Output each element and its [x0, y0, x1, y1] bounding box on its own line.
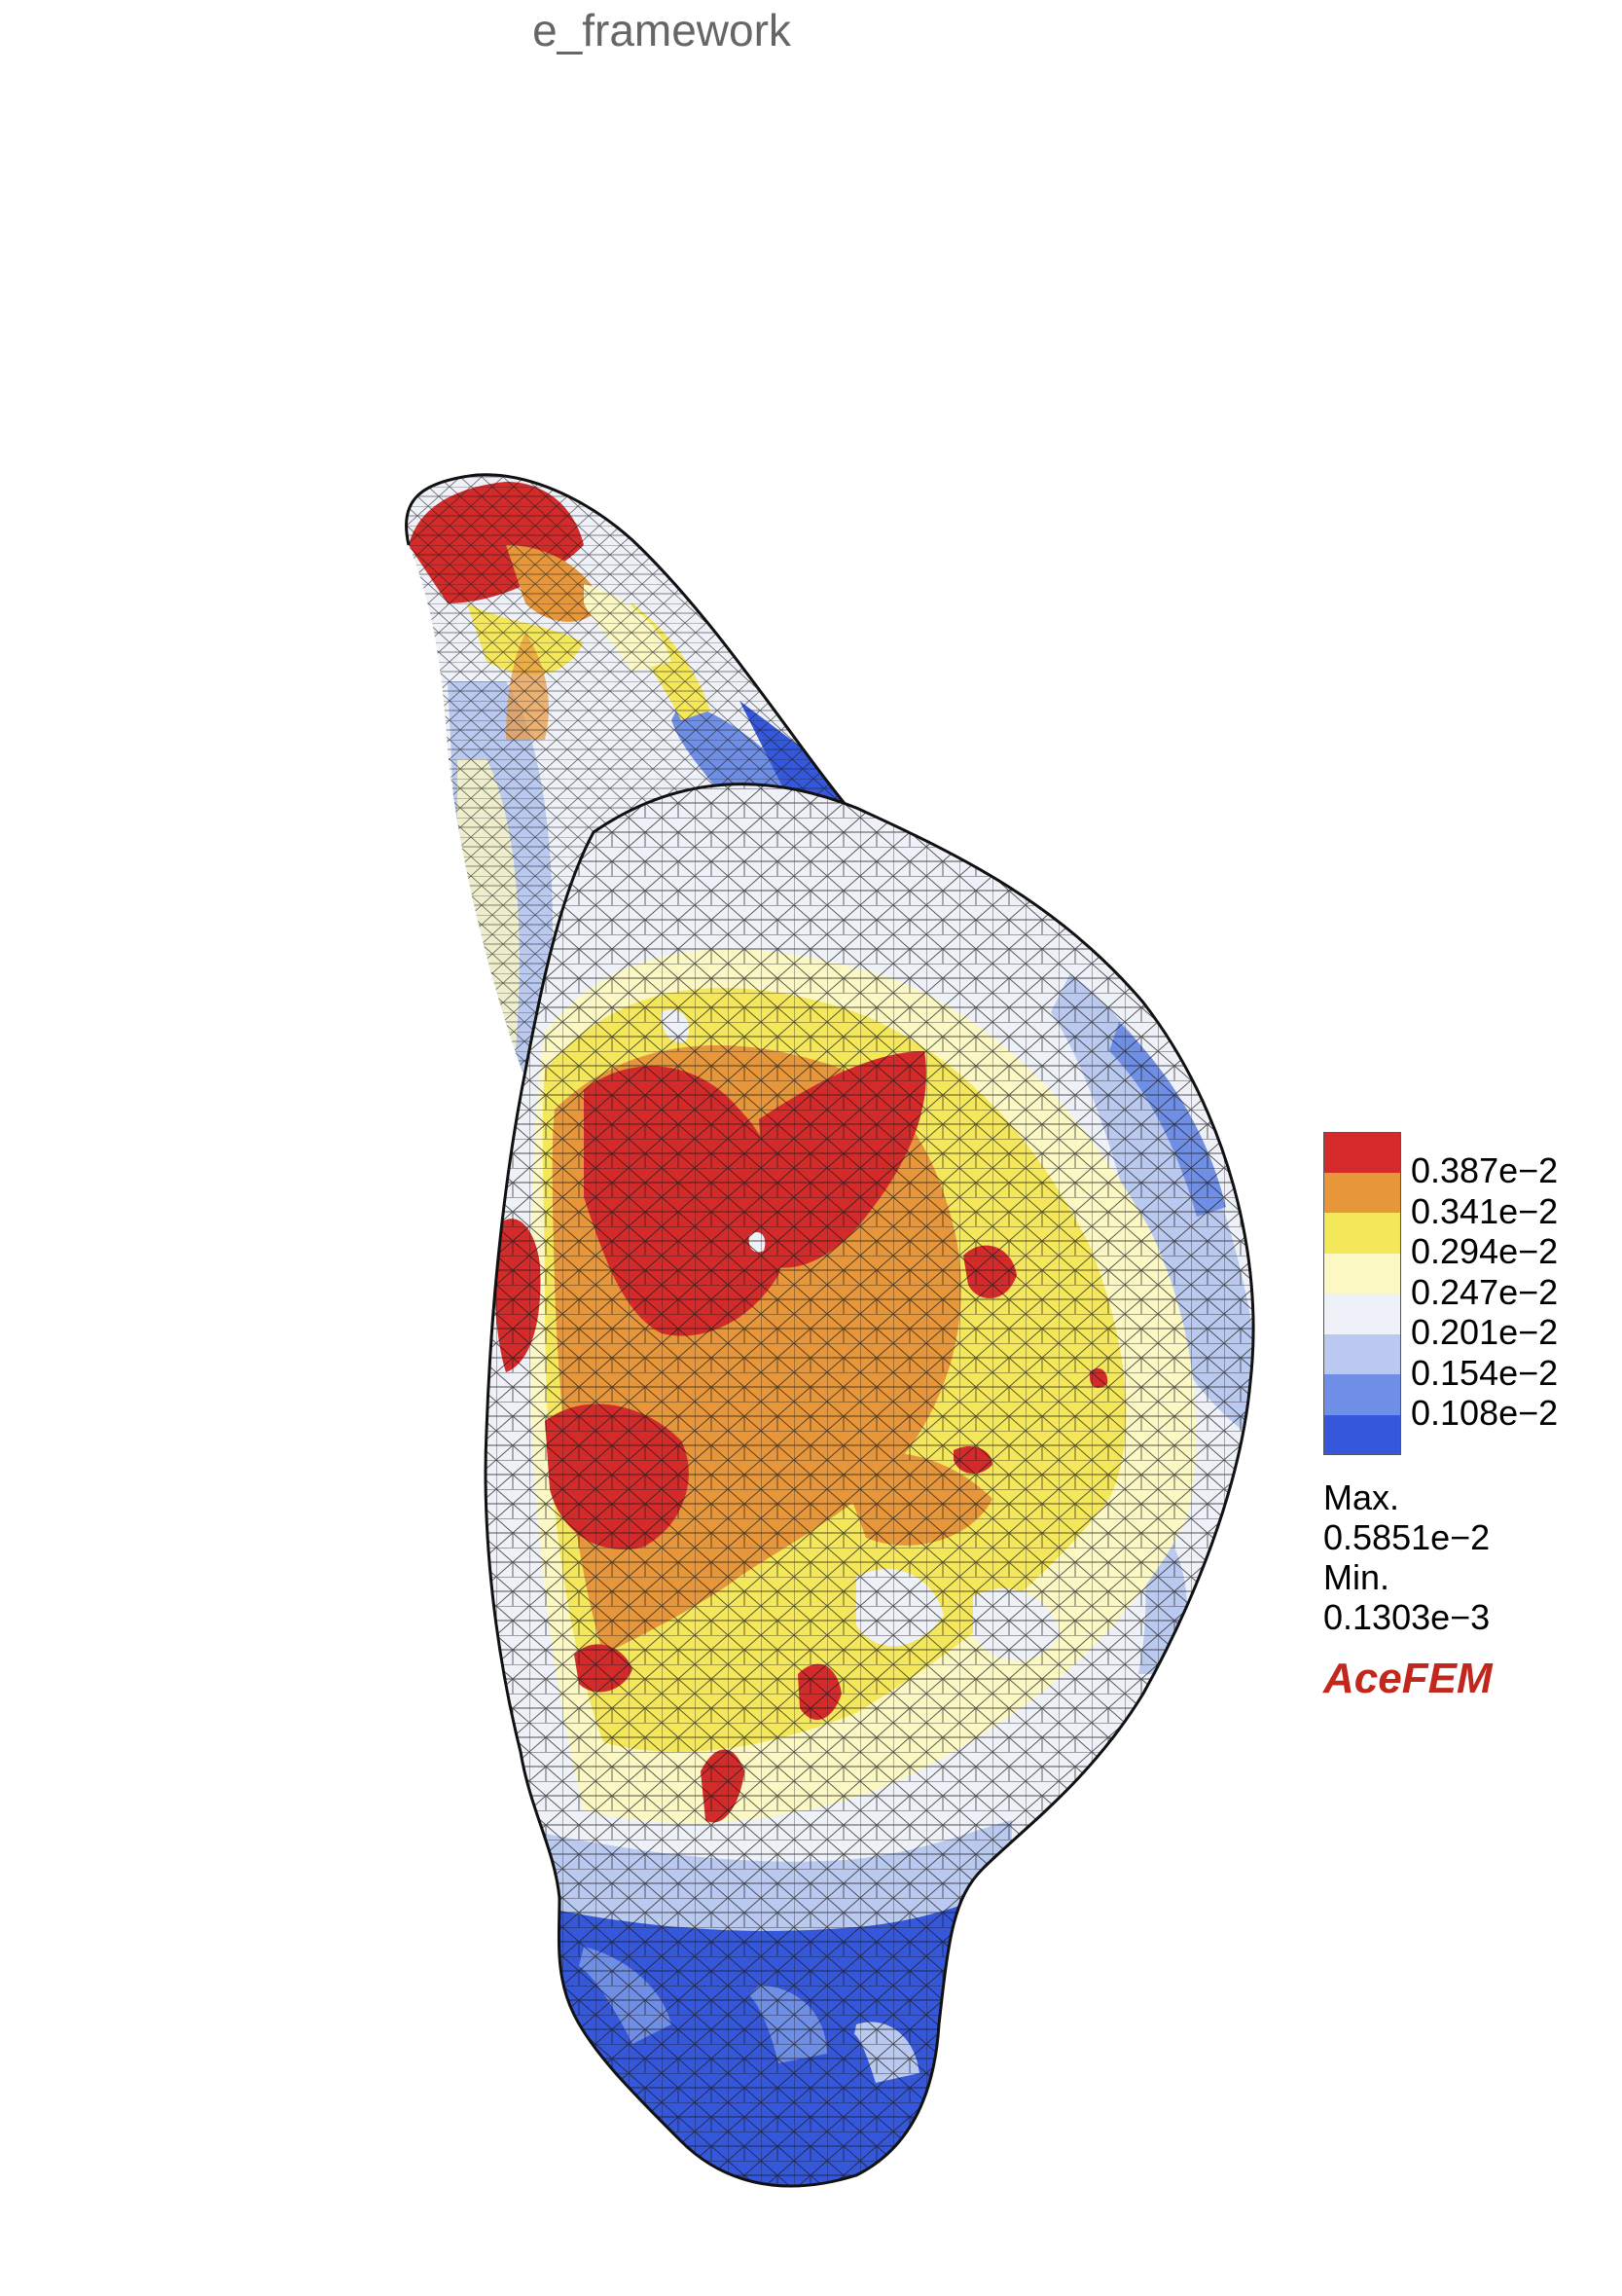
legend-label: 0.341e−2	[1411, 1190, 1559, 1231]
legend-row: 0.108e−2	[1323, 1374, 1615, 1433]
legend-swatch	[1323, 1132, 1401, 1173]
max-value: 0.5851e−2	[1323, 1517, 1491, 1557]
legend-row: 0.201e−2	[1323, 1294, 1615, 1352]
legend-swatch	[1323, 1414, 1401, 1455]
legend-label: 0.201e−2	[1411, 1312, 1559, 1352]
legend-swatch	[1323, 1253, 1401, 1294]
legend-swatch	[1323, 1294, 1401, 1334]
legend-swatch	[1323, 1172, 1401, 1213]
acefem-logo: AceFEM	[1323, 1655, 1493, 1702]
min-label: Min.	[1323, 1557, 1390, 1597]
legend-swatch	[1323, 1333, 1401, 1374]
plot-title: e_framework	[532, 5, 791, 55]
color-legend: 0.387e−2 0.341e−2 0.294e−2 0.247e−2 0.201e−2…	[1323, 1132, 1615, 1455]
max-label: Max.	[1323, 1477, 1400, 1517]
legend-label: 0.387e−2	[1411, 1150, 1559, 1190]
legend-label: 0.108e−2	[1411, 1393, 1559, 1433]
legend-row: 0.247e−2	[1323, 1253, 1615, 1311]
legend-swatch	[1323, 1374, 1401, 1415]
min-value: 0.1303e−3	[1323, 1597, 1491, 1637]
legend-label: 0.154e−2	[1411, 1352, 1559, 1393]
min-max-stats: Max. 0.5851e−2 Min. 0.1303e−3	[1323, 1477, 1490, 1637]
legend-row: 0.294e−2	[1323, 1213, 1615, 1271]
legend-row	[1323, 1414, 1615, 1455]
legend-row: 0.387e−2	[1323, 1132, 1615, 1190]
legend-row: 0.154e−2	[1323, 1333, 1615, 1392]
legend-label: 0.247e−2	[1411, 1271, 1559, 1312]
legend-swatch	[1323, 1213, 1401, 1254]
legend-row: 0.341e−2	[1323, 1172, 1615, 1230]
legend-label: 0.294e−2	[1411, 1231, 1559, 1271]
main-body	[486, 784, 1254, 2187]
